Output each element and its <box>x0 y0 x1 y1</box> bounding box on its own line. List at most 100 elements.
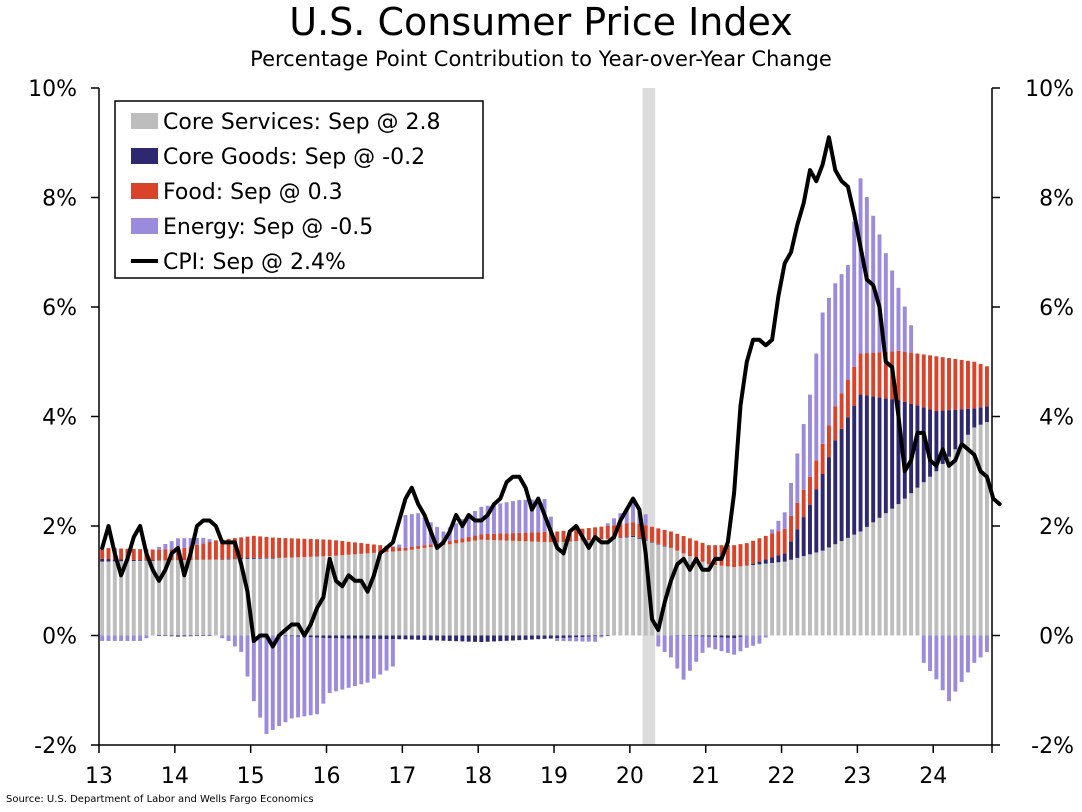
energy-bar <box>169 541 174 550</box>
core-services-bar <box>947 456 951 636</box>
core-goods-bar <box>593 635 598 637</box>
bar-stack <box>915 353 920 636</box>
bar-stack <box>675 533 680 669</box>
food-bar <box>770 533 775 558</box>
food-bar <box>845 380 850 418</box>
core-services-bar <box>631 536 635 636</box>
core-goods-bar <box>251 557 256 559</box>
energy-bar <box>909 325 914 353</box>
energy-bar <box>776 520 781 532</box>
core-goods-bar <box>624 536 629 538</box>
core-goods-bar <box>725 635 730 638</box>
energy-bar <box>258 635 263 718</box>
core-goods-bar <box>871 396 876 523</box>
core-goods-bar <box>681 635 686 636</box>
energy-bar <box>466 515 471 537</box>
cpi-line-layer <box>100 135 1002 649</box>
core-goods-bar <box>340 635 345 639</box>
food-bar <box>485 533 490 540</box>
bar-stack <box>789 482 793 636</box>
core-services-bar <box>296 557 301 636</box>
bar-stack <box>966 360 970 673</box>
core-services-bar <box>138 560 143 636</box>
bar-stack <box>201 537 206 636</box>
core-services-bar <box>523 541 528 636</box>
core-services-bar <box>801 556 806 636</box>
core-goods-bar <box>567 635 572 638</box>
energy-bar <box>858 178 863 354</box>
core-services-bar <box>972 427 977 636</box>
energy-bar <box>643 514 648 526</box>
food-bar <box>650 526 654 542</box>
legend-label-cpi: CPI: Sep @ 2.4% <box>163 250 346 275</box>
food-bar <box>801 489 806 518</box>
bar-stack <box>662 529 667 652</box>
food-bar <box>618 524 623 538</box>
core-goods-bar <box>517 635 522 641</box>
energy-bar <box>378 638 383 675</box>
bar-stack <box>466 515 471 642</box>
bar-stack <box>296 538 301 718</box>
recession-band <box>642 88 656 745</box>
core-goods-bar <box>207 635 212 636</box>
core-services-bar <box>662 546 667 636</box>
bar-stack <box>213 540 218 636</box>
energy-bar <box>194 537 199 545</box>
core-services-bar <box>548 542 553 636</box>
core-services-bar <box>334 555 338 636</box>
energy-bar <box>687 636 692 671</box>
core-goods-bar <box>498 635 503 642</box>
y-tick-label-right: -2% <box>1031 734 1074 759</box>
core-goods-bar <box>536 635 541 640</box>
core-services-bar <box>473 540 477 636</box>
legend-swatch-core-services <box>131 113 158 129</box>
food-bar <box>928 355 933 410</box>
bar-stack <box>732 545 737 655</box>
energy-bar <box>454 523 459 540</box>
food-bar <box>852 366 857 407</box>
core-services-bar <box>984 421 989 636</box>
core-services-bar <box>277 557 282 636</box>
energy-bar <box>921 635 926 663</box>
core-goods-bar <box>283 635 288 637</box>
bar-stack <box>921 354 926 663</box>
energy-bar <box>510 501 515 534</box>
bar-stack <box>106 548 111 641</box>
energy-bar <box>814 353 819 461</box>
core-services-bar <box>498 540 503 636</box>
bar-stack <box>719 545 724 652</box>
core-goods-bar <box>258 557 263 559</box>
core-services-bar <box>529 541 534 636</box>
food-bar <box>877 352 882 398</box>
food-bar <box>245 536 250 559</box>
food-bar <box>902 351 907 402</box>
food-bar <box>814 460 819 490</box>
food-bar <box>934 356 939 412</box>
energy-bar <box>384 639 389 671</box>
x-tick-label: 13 <box>85 764 113 789</box>
energy-bar <box>700 636 705 653</box>
core-services-bar <box>131 561 136 636</box>
bar-stack <box>700 542 705 653</box>
food-bar <box>352 542 357 555</box>
energy-bar <box>706 636 711 648</box>
core-services-bar <box>365 553 370 636</box>
core-goods-bar <box>308 635 313 638</box>
food-bar <box>220 539 225 560</box>
bar-stack <box>928 355 933 672</box>
food-bar <box>397 547 402 552</box>
core-goods-bar <box>289 635 294 637</box>
core-goods-bar <box>839 428 844 542</box>
bar-stack <box>561 530 566 642</box>
y-tick-label-right: 6% <box>1039 296 1074 321</box>
energy-bar <box>207 539 212 542</box>
bar-stack <box>757 538 762 644</box>
food-bar <box>100 547 105 559</box>
energy-bar <box>555 638 560 641</box>
core-goods-bar <box>732 635 737 639</box>
core-services-bar <box>896 504 901 636</box>
bar-stack <box>523 499 528 640</box>
core-services-bar <box>409 549 414 636</box>
source-note: Source: U.S. Department of Labor and Wel… <box>6 794 314 805</box>
energy-bar <box>890 270 895 352</box>
